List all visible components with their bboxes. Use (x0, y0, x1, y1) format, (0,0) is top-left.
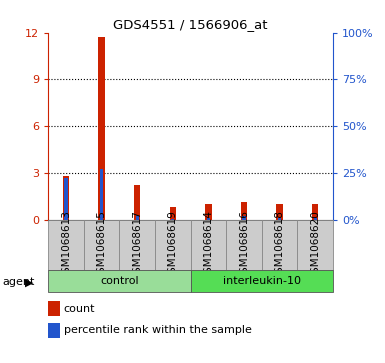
Bar (314, 218, 317, 220)
Bar (84, 220, 119, 270)
Text: GSM1068615: GSM1068615 (97, 210, 107, 280)
Bar (262, 220, 297, 270)
Text: GSM1068619: GSM1068619 (168, 210, 178, 280)
Bar (243, 216, 246, 220)
Text: GSM1068614: GSM1068614 (203, 210, 213, 280)
Bar (278, 218, 281, 220)
Bar (98, 37, 105, 220)
Bar (119, 220, 155, 270)
Bar (298, 220, 333, 270)
Text: GSM1068617: GSM1068617 (132, 210, 142, 280)
Bar (276, 204, 283, 220)
Bar (207, 218, 210, 220)
Text: ▶: ▶ (25, 277, 33, 287)
Bar (191, 270, 333, 292)
Bar (226, 220, 262, 270)
Text: percentile rank within the sample: percentile rank within the sample (64, 325, 251, 335)
Bar (48, 270, 191, 292)
Text: GSM1068613: GSM1068613 (61, 210, 71, 280)
Text: GSM1068618: GSM1068618 (275, 210, 285, 280)
Text: count: count (64, 303, 95, 314)
Bar (64, 179, 67, 220)
Bar (155, 220, 191, 270)
Bar (171, 219, 174, 220)
Text: interleukin-10: interleukin-10 (223, 276, 301, 286)
Bar (100, 169, 103, 220)
Bar (136, 216, 139, 220)
Title: GDS4551 / 1566906_at: GDS4551 / 1566906_at (113, 19, 268, 32)
Text: agent: agent (2, 277, 34, 287)
Text: control: control (100, 276, 139, 286)
Text: GSM1068620: GSM1068620 (310, 210, 320, 280)
Bar (312, 204, 318, 220)
Bar (134, 185, 141, 220)
Bar (63, 176, 69, 220)
Bar (241, 203, 247, 220)
Bar (191, 220, 226, 270)
Bar (205, 204, 212, 220)
Bar (169, 207, 176, 220)
Bar (48, 220, 84, 270)
Text: GSM1068616: GSM1068616 (239, 210, 249, 280)
